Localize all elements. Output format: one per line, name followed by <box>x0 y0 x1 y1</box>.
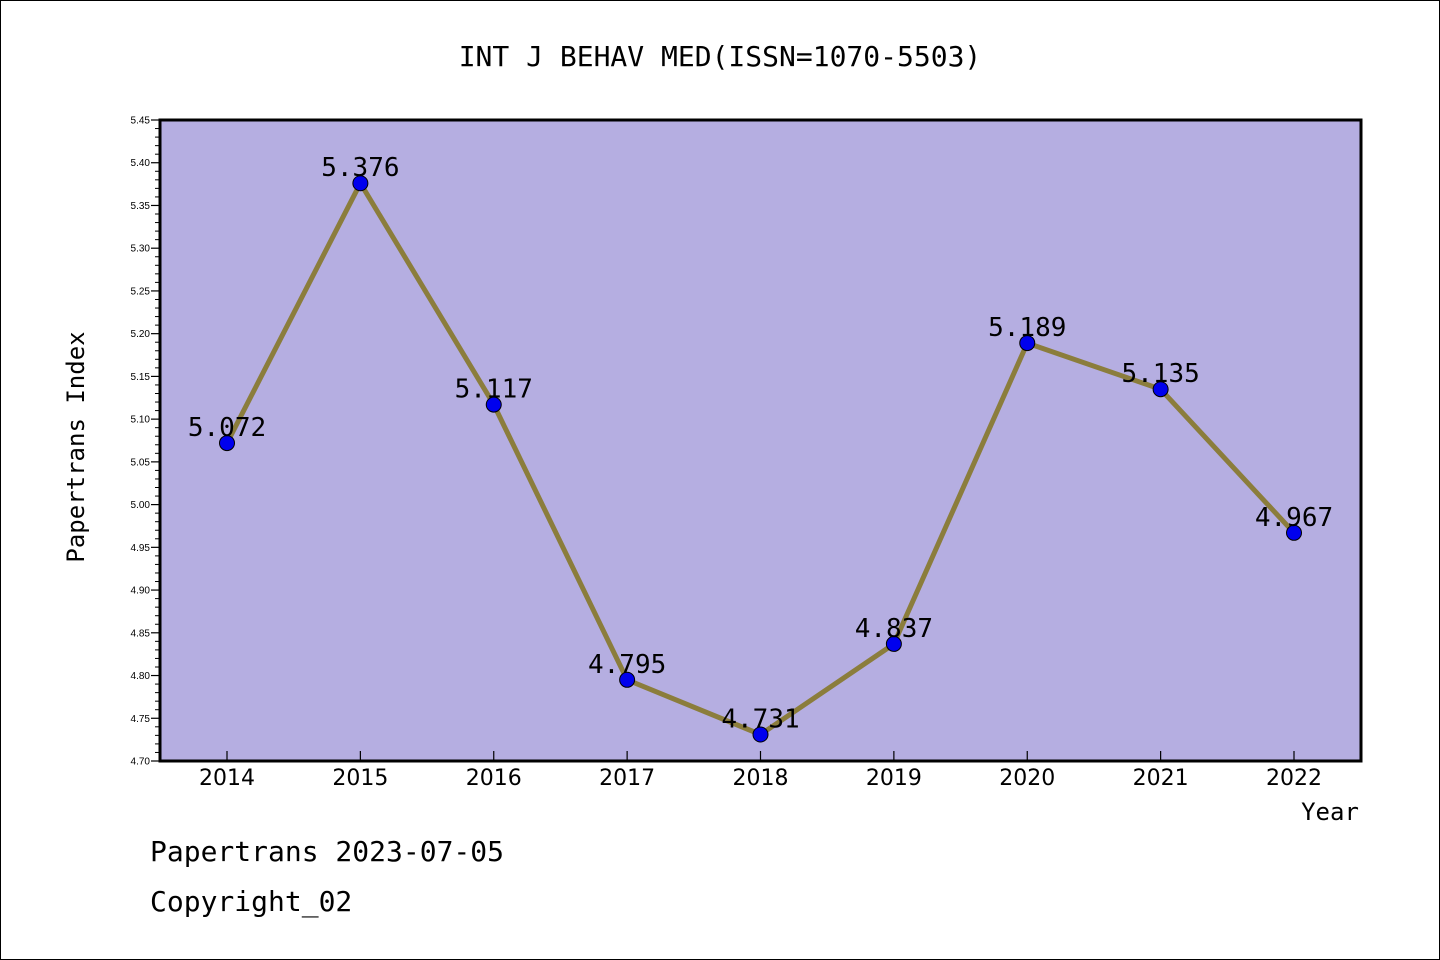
data-point-2016 <box>485 396 502 413</box>
y-tick-label: 5.25 <box>131 286 151 297</box>
data-point-2022 <box>1286 524 1302 541</box>
y-tick-label: 4.80 <box>131 671 151 682</box>
y-tick-label: 4.95 <box>131 543 151 554</box>
data-point-2015 <box>352 175 369 192</box>
y-tick-label: 5.00 <box>131 500 151 511</box>
x-tick-label: 2018 <box>733 766 789 791</box>
x-axis: 2014 2015 2016 2017 2018 2019 2020 2021 2022 <box>199 751 1322 791</box>
data-labels: 5.072 5.376 5.117 4.795 4.731 4.837 5.189 5.135… <box>188 153 1333 734</box>
plot-area <box>158 118 1363 763</box>
data-label-2014: 5.072 <box>188 413 266 443</box>
x-tick-label: 2020 <box>999 766 1055 791</box>
data-points <box>219 175 1302 743</box>
x-tick-label: 2017 <box>599 766 655 791</box>
data-label-2015: 5.376 <box>321 153 399 183</box>
data-point-2018 <box>752 726 769 743</box>
data-label-2022: 4.967 <box>1255 503 1333 533</box>
data-label-2021: 5.135 <box>1121 359 1199 389</box>
data-point-2021 <box>1152 381 1169 398</box>
footer-date: Papertrans 2023-07-05 <box>150 835 505 868</box>
data-label-2020: 5.189 <box>988 313 1066 343</box>
y-tick-label: 5.40 <box>131 158 151 169</box>
footer-copyright: Copyright_02 <box>150 885 353 918</box>
y-tick-label: 5.10 <box>131 415 151 426</box>
y-tick-label: 4.75 <box>131 714 151 725</box>
y-tick-label: 4.85 <box>131 628 151 639</box>
y-tick-label: 5.45 <box>131 116 151 127</box>
x-tick-label: 2014 <box>199 766 255 791</box>
x-tick-label: 2016 <box>466 766 522 791</box>
y-axis-title: Papertrans Index <box>62 331 90 562</box>
data-label-2016: 5.117 <box>455 375 533 405</box>
data-point-2014 <box>219 435 235 452</box>
y-tick-label: 5.05 <box>131 457 151 468</box>
x-tick-label: 2022 <box>1266 766 1322 791</box>
y-tick-label: 4.90 <box>131 586 151 597</box>
data-point-2019 <box>885 635 902 652</box>
data-point-2020 <box>1019 335 1036 352</box>
x-tick-label: 2015 <box>332 766 388 791</box>
data-point-2017 <box>619 671 636 688</box>
y-tick-label: 4.70 <box>131 757 151 768</box>
data-label-2018: 4.731 <box>721 705 799 735</box>
y-axis: 4.70 4.75 4.80 4.85 4.90 4.95 5.00 5.05 5.10 5.15… <box>131 116 160 768</box>
y-tick-label: 5.20 <box>131 329 151 340</box>
x-tick-label: 2019 <box>866 766 922 791</box>
y-tick-label: 5.15 <box>131 372 151 383</box>
x-tick-label: 2021 <box>1133 766 1189 791</box>
chart-title: INT J BEHAV MED(ISSN=1070-5503) <box>459 40 982 73</box>
x-axis-title: Year <box>1301 798 1359 826</box>
data-label-2017: 4.795 <box>588 650 666 680</box>
data-label-2019: 4.837 <box>855 614 933 644</box>
y-tick-label: 5.30 <box>131 244 151 255</box>
y-tick-label: 5.35 <box>131 201 151 212</box>
